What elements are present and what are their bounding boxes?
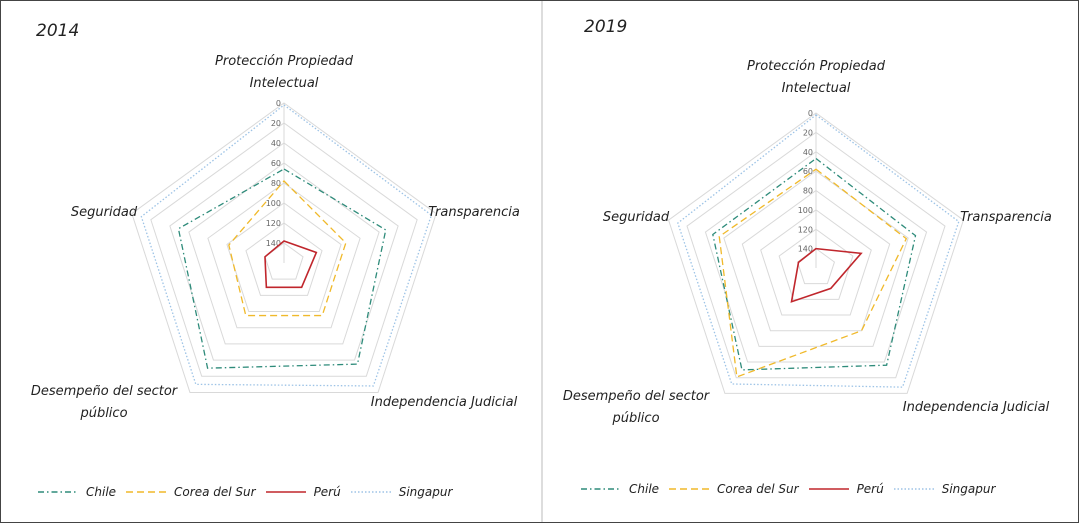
legend-swatch [38,491,78,493]
series-line [677,114,960,388]
legend-item: Corea del Sur [124,485,256,499]
legend-label: Chile [629,482,660,496]
legend-swatch [893,488,934,490]
r-tick-label: 0 [276,99,281,108]
r-tick-label: 80 [271,179,281,188]
legend-label: Corea del Sur [717,482,799,496]
legend-item: Perú [807,482,884,496]
grid-ring [760,209,872,316]
grid-ring [704,151,928,363]
r-tick-label: 20 [803,128,813,137]
legend-label: Perú [313,485,341,499]
category-label: Independencia Judicial [370,395,518,410]
r-tick-label: 120 [266,219,281,228]
category-label: Protección Propiedad Intelectual [215,54,353,91]
legend-item: Perú [264,485,341,499]
r-tick-label: 40 [271,139,281,148]
series-line [718,168,908,378]
legend: Chile Corea del Sur Perú Singapur [36,485,460,499]
r-tick-label: 100 [266,199,281,208]
legend-label: Corea del Sur [174,485,256,499]
chart-title: 2019 [584,17,628,37]
legend-item: Singapur [349,485,453,499]
category-label: Independencia Judicial [902,400,1050,415]
r-tick-label: 0 [808,109,813,118]
legend-label: Chile [86,485,117,499]
r-tick-label: 140 [266,239,281,248]
r-tick-label: 40 [803,148,813,157]
grid-ring [207,182,361,329]
r-tick-label: 60 [271,159,281,168]
legend-item: Corea del Sur [667,482,799,496]
legend-swatch [265,491,306,493]
legend-label: Singapur [941,482,996,496]
r-tick-label: 60 [803,167,813,176]
legend-swatch [808,488,849,490]
legend-swatch [669,488,710,490]
legend-item: Singapur [892,482,996,496]
category-label: Protección Propiedad Intelectual [747,59,885,96]
legend-item: Chile [36,485,116,499]
category-label: Desempeño del sector público [562,389,710,426]
r-tick-label: 100 [798,206,813,215]
r-tick-label: 80 [803,187,813,196]
legend-label: Perú [856,482,884,496]
series-line [177,168,387,369]
grid-ring [741,189,891,332]
r-tick-label: 20 [271,119,281,128]
grid-ring [150,122,418,377]
grid-ring [686,131,946,379]
series-line [712,157,917,371]
grid-ring [667,112,965,394]
legend-item: Chile [579,482,659,496]
legend-swatch [350,491,391,493]
series-line [264,240,318,289]
series-line [228,180,347,317]
legend-swatch [126,491,167,493]
grid-ring [226,202,342,313]
category-label: Transparencia [960,210,1052,225]
grid-ring [131,102,437,393]
category-label: Transparencia [428,205,520,220]
grid-ring [188,162,380,345]
category-label: Seguridad [602,210,670,225]
legend-label: Singapur [398,485,453,499]
legend: Chile Corea del Sur Perú Singapur [579,482,1003,496]
chart-title: 2014 [36,21,80,41]
r-tick-label: 120 [798,225,813,234]
legend-swatch [581,488,621,490]
grid-ring [723,170,909,347]
grid-ring [245,222,323,296]
grid-ring [169,142,399,361]
category-label: Desempeño del sector público [30,384,178,421]
series-line [790,247,863,303]
r-tick-label: 140 [798,245,813,254]
category-label: Seguridad [70,205,138,220]
